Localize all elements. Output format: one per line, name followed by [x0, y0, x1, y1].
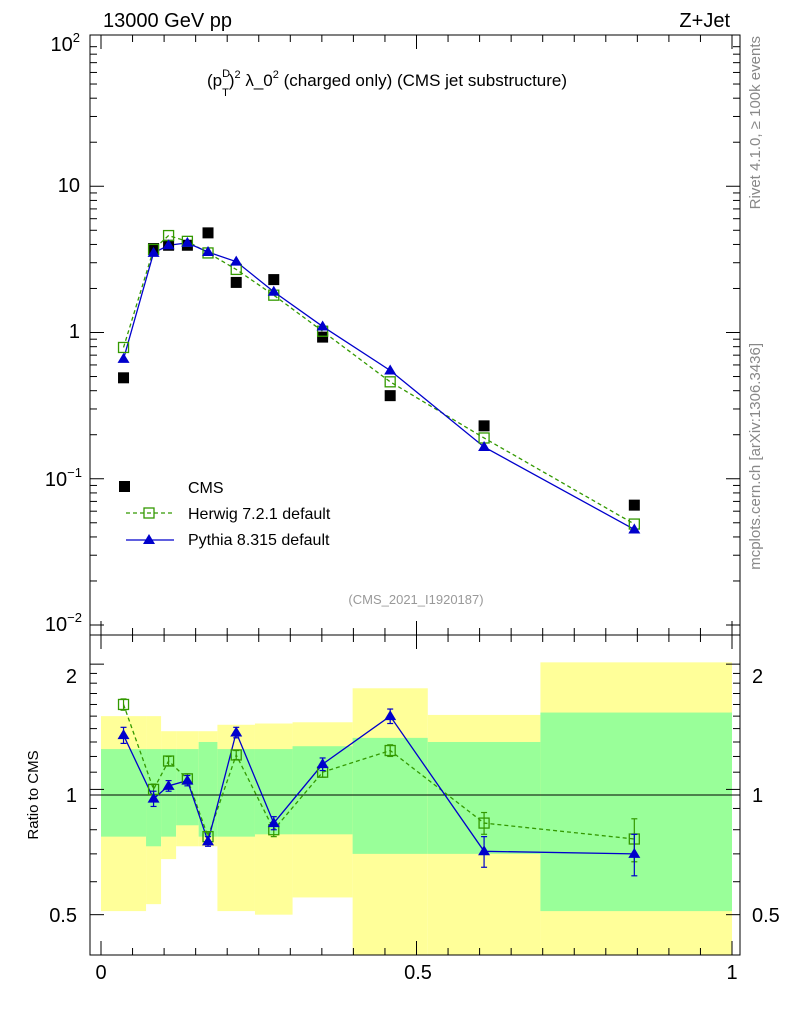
legend-cms-marker [119, 481, 130, 492]
ratio-pythia-point [162, 779, 175, 790]
ratio-band-green [101, 749, 147, 837]
ratio-ytick-left-0.5: 0.5 [49, 905, 77, 927]
legend-pythia-label: Pythia 8.315 default [188, 532, 330, 549]
cms-point [202, 227, 214, 239]
ratio-uncertainty-bands [101, 662, 732, 955]
legend: CMS Herwig 7.2.1 default Pythia 8.315 de… [119, 480, 331, 549]
xtick-label-1: 1 [726, 962, 737, 984]
pythia-point [478, 440, 491, 451]
rivet-label: Rivet 4.1.0, ≥ 100k events [747, 36, 764, 209]
ytick-label-0.1: 10−1 [45, 465, 82, 491]
cms-point [317, 331, 329, 343]
ytick-label-0.01: 10−2 [45, 610, 82, 636]
analysis-watermark: (CMS_2021_I1920187) [348, 592, 483, 607]
ratio-ylabel: Ratio to CMS [25, 750, 42, 839]
legend-herwig-label: Herwig 7.2.1 default [188, 506, 331, 523]
cms-point [384, 390, 396, 402]
header-left: 13000 GeV pp [103, 10, 232, 32]
ratio-ytick-left-1: 1 [66, 785, 77, 807]
ratio-ytick-right-1: 1 [752, 785, 763, 807]
ratio-pythia-point [202, 835, 215, 846]
cms-point [268, 274, 280, 286]
legend-pythia-marker [143, 534, 155, 544]
ytick-label-10: 10 [58, 175, 80, 197]
main-series-layer [117, 227, 641, 534]
pythia-point [230, 255, 243, 266]
mcplots-label: mcplots.cern.ch [arXiv:1306.3436] [747, 343, 764, 570]
main-axis-ticks [90, 35, 740, 635]
ratio-herwig-point [384, 744, 396, 757]
ratio-series-layer [117, 698, 641, 877]
legend-cms-label: CMS [188, 480, 224, 497]
ratio-band-green [161, 749, 177, 837]
ratio-herwig-point [478, 817, 490, 829]
pythia-point [181, 236, 194, 247]
pythia-point [202, 246, 215, 257]
ratio-herwig-point [117, 698, 130, 711]
ratio-band-green [540, 712, 732, 912]
cms-point [628, 499, 640, 511]
herwig-point [117, 341, 130, 354]
ratio-herwig-point [162, 755, 175, 767]
pythia-point [117, 352, 130, 363]
ratio-herwig-point [230, 749, 242, 761]
cms-point [118, 372, 130, 384]
ratio-pythia-point [478, 845, 491, 856]
ratio-axis-ticks [90, 635, 740, 956]
ratio-ytick-right-2: 2 [752, 666, 763, 688]
pythia-point [267, 285, 280, 296]
cms-point [230, 276, 242, 288]
ratio-band-green [176, 749, 199, 826]
chart-title: (pD T)2 λ_02 (charged only) (CMS jet subs… [207, 68, 567, 99]
ratio-pythia-point [628, 847, 641, 858]
ytick-label-100: 102 [51, 30, 80, 56]
xtick-label-0: 0 [95, 962, 106, 984]
pythia-point [384, 364, 397, 375]
ratio-ytick-right-0.5: 0.5 [752, 905, 780, 927]
ratio-pythia-point [147, 792, 160, 803]
ratio-band-green [352, 737, 428, 854]
herwig-point [384, 376, 396, 388]
herwig-line [122, 234, 635, 525]
ratio-pythia-point [181, 774, 194, 785]
xtick-label-0.5: 0.5 [404, 962, 432, 984]
ratio-pythia-point [267, 817, 280, 828]
pythia-point [316, 320, 329, 331]
ytick-label-1: 1 [69, 321, 80, 343]
pythia-point [147, 246, 160, 257]
ratio-band-green [198, 741, 218, 837]
cms-point [478, 420, 490, 432]
ratio-pythia-point [316, 758, 329, 769]
ratio-ytick-left-2: 2 [66, 666, 77, 688]
legend-herwig-marker [143, 507, 155, 519]
ratio-plot-frame [89, 634, 741, 956]
pythia-point [162, 239, 175, 250]
ratio-pythia-point [384, 710, 397, 721]
pythia-point [628, 523, 641, 534]
header-right: Z+Jet [679, 10, 730, 32]
ratio-pythia-point [117, 729, 130, 740]
ratio-pythia-point [230, 726, 243, 737]
